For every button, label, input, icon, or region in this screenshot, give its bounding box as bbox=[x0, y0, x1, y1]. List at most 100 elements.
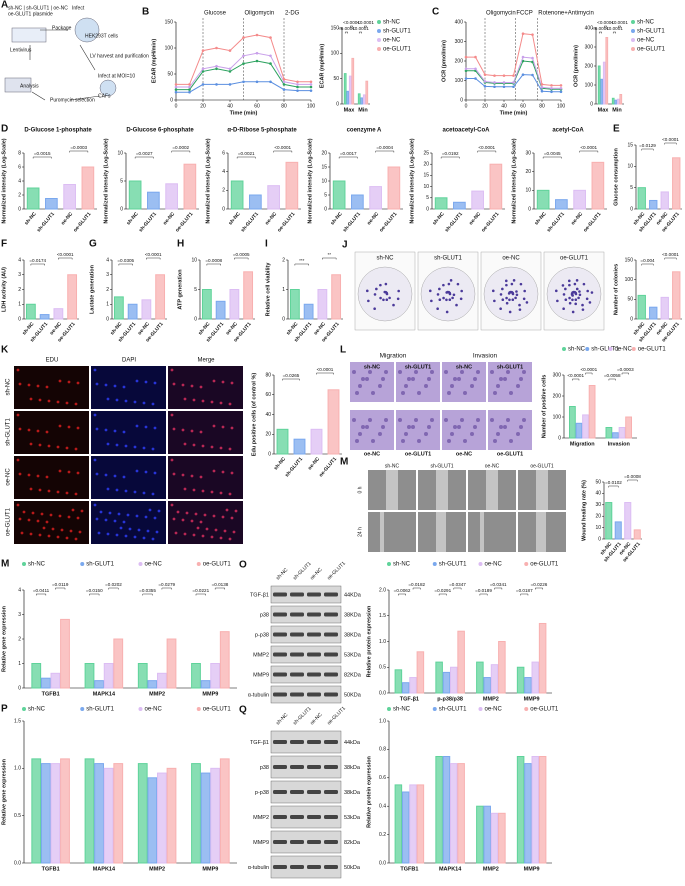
cell bbox=[476, 370, 480, 374]
cell bbox=[183, 397, 187, 401]
colony bbox=[501, 298, 505, 302]
cell bbox=[361, 377, 365, 381]
image-label: oe-NC bbox=[456, 451, 472, 457]
x-tick-label: 40 bbox=[501, 103, 507, 109]
cell bbox=[470, 432, 474, 436]
blot-band bbox=[273, 652, 287, 657]
cell bbox=[36, 384, 40, 388]
cell bbox=[124, 534, 128, 538]
blot-band bbox=[324, 592, 338, 597]
colony bbox=[522, 297, 526, 301]
cell bbox=[401, 439, 405, 443]
cell bbox=[49, 513, 53, 517]
significance-bracket bbox=[55, 587, 66, 590]
cell bbox=[65, 536, 69, 540]
bar bbox=[498, 812, 506, 864]
cell bbox=[509, 391, 513, 395]
bar bbox=[660, 191, 669, 210]
cell bbox=[47, 534, 51, 538]
y-axis-label: ATP generation bbox=[177, 269, 183, 310]
x-tick-label: oe-GLUT1 bbox=[174, 211, 194, 233]
y-axis-label: OCR (pmol/min) bbox=[441, 40, 447, 82]
colony bbox=[501, 287, 504, 291]
cell bbox=[27, 383, 31, 387]
cell bbox=[411, 377, 415, 381]
cell bbox=[210, 535, 214, 539]
cell bbox=[493, 439, 497, 443]
y-tick-label: 1.0 bbox=[379, 718, 386, 724]
bar bbox=[60, 618, 70, 689]
point bbox=[296, 85, 299, 89]
diagram-label: Analysis bbox=[20, 83, 39, 89]
wound-gap bbox=[436, 512, 446, 552]
p-value: =0.0003 bbox=[70, 145, 87, 150]
point bbox=[521, 59, 525, 63]
colony bbox=[568, 301, 572, 305]
cell bbox=[76, 516, 80, 520]
colony bbox=[518, 308, 522, 311]
cell bbox=[522, 418, 526, 422]
lane-label: oe-GLUT1 bbox=[326, 560, 347, 581]
y-tick-label: 100 bbox=[625, 277, 634, 283]
blot-band bbox=[324, 765, 338, 769]
y-tick-label: 2 bbox=[18, 287, 21, 293]
panel-label: I bbox=[265, 239, 268, 250]
cell bbox=[36, 474, 40, 478]
bar bbox=[137, 763, 148, 864]
cell bbox=[473, 425, 477, 429]
p-value: =0.0202 bbox=[105, 582, 122, 587]
colony bbox=[379, 296, 382, 300]
cell bbox=[185, 511, 189, 515]
significance-bracket bbox=[585, 372, 593, 375]
bar bbox=[166, 638, 177, 689]
legend-label: sh-NC bbox=[28, 707, 46, 713]
image-tile bbox=[14, 501, 89, 544]
y-tick-label: 0.0 bbox=[379, 860, 386, 866]
blot-band bbox=[273, 592, 287, 597]
blot-band bbox=[273, 692, 287, 697]
legend-marker bbox=[196, 707, 201, 711]
cell bbox=[506, 418, 510, 422]
cell bbox=[371, 391, 375, 395]
point bbox=[474, 67, 477, 71]
p-value: <0.0001 bbox=[580, 145, 597, 150]
image-tile bbox=[14, 411, 89, 454]
diagram-label: Puromycin selection bbox=[50, 97, 95, 103]
bar bbox=[555, 199, 568, 210]
bar bbox=[137, 663, 148, 689]
cell bbox=[172, 427, 176, 431]
significance-bracket bbox=[535, 587, 543, 590]
y-tick-label: 100 bbox=[165, 45, 174, 51]
point bbox=[215, 64, 218, 68]
y-axis-label: Lactate generation bbox=[89, 264, 95, 314]
cell bbox=[124, 489, 128, 493]
cell bbox=[444, 418, 448, 422]
significance-bracket bbox=[375, 150, 395, 153]
colony bbox=[571, 298, 574, 302]
blot-band bbox=[324, 672, 338, 677]
cell bbox=[476, 418, 480, 422]
point bbox=[550, 87, 553, 90]
significance-bracket bbox=[236, 156, 256, 159]
cell bbox=[447, 439, 451, 443]
blot-band bbox=[307, 652, 321, 657]
point bbox=[215, 67, 218, 71]
cell bbox=[104, 383, 108, 387]
point bbox=[188, 85, 191, 89]
cell bbox=[153, 471, 157, 475]
bar bbox=[591, 161, 605, 210]
x-tick-label: 100 bbox=[307, 103, 316, 109]
significance-bracket bbox=[89, 593, 100, 596]
chart-title: acetyl-CoA bbox=[552, 128, 584, 134]
legend-label: oe-GLUT1 bbox=[530, 707, 559, 713]
significance-bracket bbox=[345, 31, 348, 34]
column-label: Merge bbox=[197, 358, 215, 364]
bar bbox=[53, 308, 64, 320]
significance-bracket bbox=[542, 156, 562, 159]
legend-label: sh-GLUT1 bbox=[637, 29, 665, 35]
colony bbox=[493, 299, 496, 303]
image-tile bbox=[91, 366, 166, 409]
legend-marker bbox=[432, 707, 437, 711]
p-value: =0.0192 bbox=[442, 151, 459, 156]
cell bbox=[47, 399, 51, 403]
